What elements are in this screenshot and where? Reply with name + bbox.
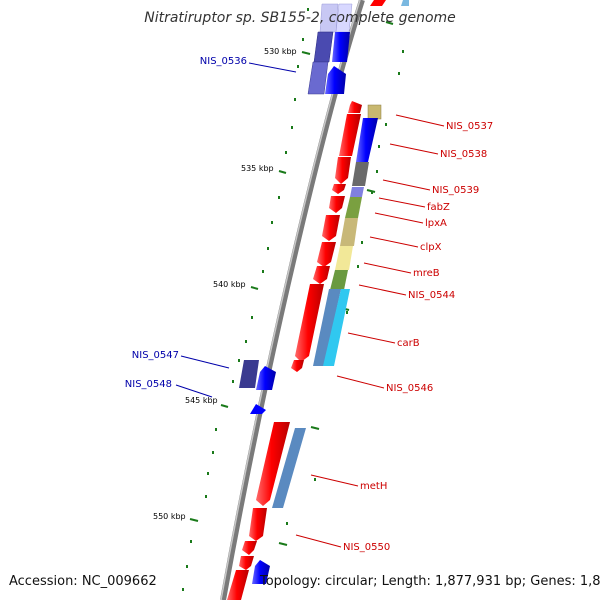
gene-feature[interactable] — [325, 66, 346, 94]
gene-label-nis-0550[interactable]: NIS_0550 — [343, 542, 390, 553]
gene-feature[interactable] — [252, 560, 270, 584]
gene-feature[interactable] — [352, 162, 369, 186]
gene-feature[interactable] — [330, 270, 348, 290]
kbp-label-550: 550 kbp — [153, 512, 186, 521]
gene-feature[interactable] — [332, 184, 346, 194]
gene-label-nis-0544[interactable]: NIS_0544 — [408, 290, 455, 301]
gene-feature[interactable] — [317, 242, 336, 267]
gene-label-nis-0538[interactable]: NIS_0538 — [440, 149, 487, 160]
gene-feature[interactable] — [291, 360, 304, 372]
gene-feature[interactable] — [345, 197, 362, 218]
outer-dot-track-left — [182, 8, 309, 591]
gene-feature[interactable] — [348, 101, 362, 113]
label-connectors-minus — [295, 114, 445, 548]
kbp-label-535: 535 kbp — [241, 164, 274, 173]
gene-label-nis-0537[interactable]: NIS_0537 — [446, 121, 493, 132]
gene-feature[interactable] — [350, 187, 364, 197]
gene-feature[interactable] — [250, 404, 266, 414]
kbp-label-545: 545 kbp — [185, 396, 218, 405]
inner-dot-track-right — [286, 50, 404, 525]
gene-feature[interactable] — [307, 61, 329, 95]
gene-feature[interactable] — [367, 104, 382, 120]
gene-feature[interactable] — [329, 196, 345, 213]
gene-label-nis-0548[interactable]: NIS_0548 — [125, 379, 172, 390]
gene-label-nis-0547[interactable]: NIS_0547 — [132, 350, 179, 361]
gene-feature[interactable] — [322, 215, 340, 241]
gene-feature[interactable] — [313, 289, 341, 366]
gene-feature[interactable] — [239, 556, 254, 570]
gene-label-fabz[interactable]: fabZ — [427, 202, 450, 213]
gene-feature[interactable] — [313, 31, 334, 63]
gene-feature[interactable] — [295, 284, 324, 362]
gene-feature[interactable] — [340, 218, 358, 246]
gene-labels-plus: NIS_0536 NIS_0547 NIS_0548 — [125, 56, 247, 390]
gene-label-carb[interactable]: carB — [397, 338, 420, 349]
accession-text: Accession: NC_009662 — [9, 574, 157, 589]
gene-feature[interactable] — [249, 508, 267, 541]
gene-feature[interactable] — [227, 570, 249, 600]
kbp-label-540: 540 kbp — [213, 280, 246, 289]
map-title: Nitratiruptor sp. SB155-2, complete geno… — [144, 10, 456, 26]
gene-feature[interactable] — [335, 157, 351, 184]
kbp-label-530: 530 kbp — [264, 47, 297, 56]
gene-feature[interactable] — [335, 246, 353, 270]
gene-feature[interactable] — [242, 541, 257, 555]
gene-feature[interactable] — [356, 118, 378, 162]
gene-feature[interactable] — [239, 360, 259, 388]
kbp-labels: 530 kbp 535 kbp 540 kbp 545 kbp 550 kbp — [153, 47, 297, 521]
gene-feature[interactable] — [332, 32, 350, 62]
gene-label-meth[interactable]: metH — [360, 481, 387, 492]
gene-labels-minus: NIS_0537 NIS_0538 NIS_0539 fabZ lpxA clp… — [343, 121, 493, 553]
gene-label-mreb[interactable]: mreB — [413, 268, 440, 279]
gene-feature[interactable] — [401, 0, 409, 6]
gene-feature[interactable] — [272, 428, 306, 508]
gene-label-nis-0536[interactable]: NIS_0536 — [200, 56, 247, 67]
minus-strand-genes — [227, 0, 386, 600]
plus-strand-genes — [239, 0, 409, 584]
gene-label-nis-0539[interactable]: NIS_0539 — [432, 185, 479, 196]
gene-feature[interactable] — [313, 266, 330, 284]
gene-feature[interactable] — [370, 0, 386, 6]
topology-text: Topology: circular; Length: 1,877,931 bp… — [260, 574, 600, 589]
gene-feature[interactable] — [256, 422, 290, 506]
label-connectors-plus — [175, 62, 297, 398]
gene-feature[interactable] — [339, 114, 361, 156]
gene-feature[interactable] — [256, 366, 276, 390]
gene-feature[interactable] — [323, 289, 350, 366]
gene-label-clpx[interactable]: clpX — [420, 242, 442, 253]
gene-label-lpxa[interactable]: lpxA — [425, 218, 447, 229]
gene-label-nis-0546[interactable]: NIS_0546 — [386, 383, 433, 394]
